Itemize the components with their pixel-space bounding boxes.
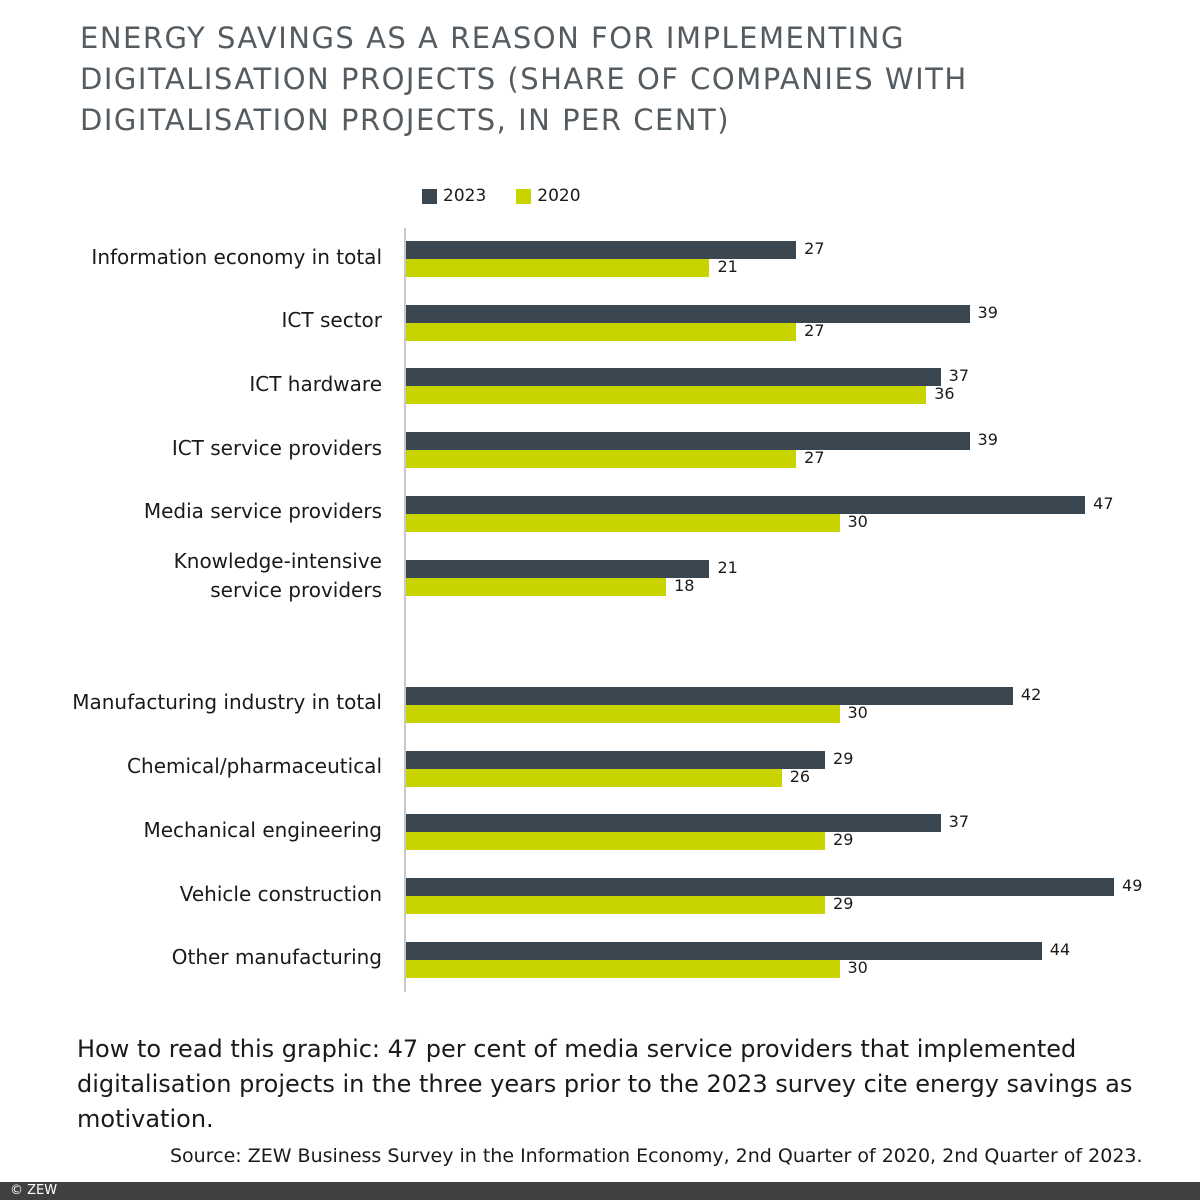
bar-2023 [406, 686, 1013, 705]
category-label: Knowledge-intensive service providers [173, 548, 382, 602]
data-label: 39 [977, 302, 998, 322]
category-label: ICT sector [281, 308, 382, 333]
bar-2020 [406, 450, 797, 469]
bar-2020 [406, 704, 840, 723]
legend-item-2023: 2023 [422, 186, 486, 206]
data-label: 18 [674, 575, 695, 595]
data-label: 26 [789, 766, 811, 786]
data-label: 30 [847, 702, 868, 722]
bar-2020 [406, 832, 826, 851]
data-label: 44 [1049, 939, 1071, 959]
category-label: Mechanical engineering [143, 817, 382, 842]
bar-2020 [406, 513, 840, 532]
legend-label: 2023 [443, 186, 487, 206]
category-label: Information economy in total [91, 244, 382, 269]
copyright: © ZEW [10, 1183, 58, 1198]
footer-bar: © ZEW [0, 1182, 1200, 1200]
category-label: Other manufacturing [171, 945, 382, 970]
data-label: 27 [804, 448, 825, 468]
data-label: 29 [833, 830, 854, 850]
data-label: 21 [717, 257, 738, 276]
bar-2023 [406, 814, 941, 833]
bar-2023 [406, 559, 710, 578]
bar-2020 [406, 322, 797, 341]
data-label: 21 [717, 557, 738, 577]
legend-swatch [422, 188, 437, 204]
category-label: ICT service providers [171, 435, 382, 460]
bar-2023 [406, 878, 1115, 896]
bar-2020 [406, 959, 840, 978]
category-label: Manufacturing industry in total [72, 690, 382, 715]
chart-title: Energy savings as a reason for implement… [80, 21, 968, 137]
data-label: 37 [948, 366, 969, 386]
data-label: 29 [833, 748, 854, 768]
bar-2020 [406, 896, 826, 914]
category-label: ICT hardware [249, 371, 382, 396]
data-label: 49 [1122, 876, 1143, 895]
data-label: 30 [847, 957, 868, 977]
bar-2023 [406, 241, 797, 259]
category-label: Chemical/pharmaceutical [127, 754, 382, 779]
legend-label: 2020 [537, 186, 581, 206]
data-label: 29 [833, 894, 854, 913]
bar-2023 [406, 432, 970, 451]
data-label: 37 [948, 812, 969, 832]
bar-2023 [406, 495, 1086, 514]
category-label: Media service providers [143, 499, 382, 524]
data-label: 42 [1020, 684, 1042, 704]
bar-2023 [406, 941, 1042, 960]
data-label: 36 [934, 384, 955, 404]
data-label: 27 [804, 239, 825, 258]
bar-2020 [406, 768, 782, 787]
data-label: 27 [804, 320, 825, 340]
data-label: 39 [977, 430, 998, 450]
category-label: Vehicle construction [179, 881, 382, 906]
source-note: Source: ZEW Business Survey in the Infor… [170, 1145, 1143, 1167]
legend-item-2020: 2020 [516, 186, 581, 206]
y-axis-line [404, 228, 406, 992]
legend: 2023 2020 [422, 186, 581, 206]
bar-2023 [406, 368, 941, 387]
bar-2023 [406, 304, 970, 323]
bar-2020 [406, 259, 710, 277]
data-label: 47 [1093, 493, 1114, 513]
bar-2020 [406, 386, 927, 405]
bar-2023 [406, 750, 826, 769]
bar-2020 [406, 577, 667, 596]
data-label: 30 [847, 511, 868, 531]
reading-note: How to read this graphic: 47 per cent of… [77, 1035, 1133, 1133]
legend-swatch [516, 188, 532, 204]
